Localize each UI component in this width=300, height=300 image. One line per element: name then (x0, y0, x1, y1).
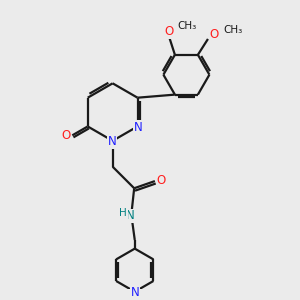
Text: O: O (164, 25, 174, 38)
Text: N: N (130, 286, 139, 299)
Text: H: H (119, 208, 127, 218)
Text: CH₃: CH₃ (177, 21, 196, 31)
Text: O: O (157, 174, 166, 187)
Text: N: N (134, 121, 143, 134)
Text: N: N (126, 209, 135, 222)
Text: O: O (61, 129, 70, 142)
Text: O: O (210, 28, 219, 41)
Text: N: N (108, 136, 116, 148)
Text: CH₃: CH₃ (223, 25, 242, 35)
